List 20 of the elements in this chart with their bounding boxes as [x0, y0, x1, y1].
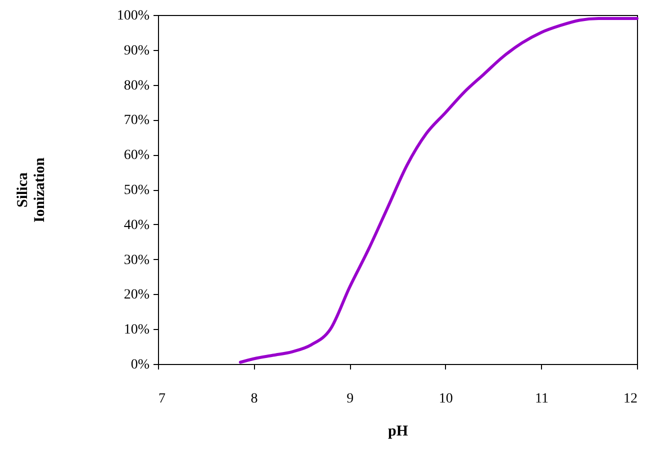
x-tick-label: 10	[438, 392, 453, 406]
x-axis-title: pH	[388, 424, 408, 440]
y-tick-label: 40%	[124, 218, 150, 233]
y-tick-label: 10%	[124, 322, 150, 338]
y-axis-title: Silica Ionization	[14, 156, 48, 223]
y-tick-label: 30%	[124, 252, 150, 268]
x-tick-label: 7	[158, 392, 166, 406]
x-tick-label: 11	[534, 392, 548, 406]
x-tick-label: 12	[624, 392, 638, 406]
y-tick-label: 60%	[124, 148, 150, 164]
x-tick-label: 9	[346, 392, 354, 406]
x-tick-label: 8	[250, 392, 258, 406]
y-tick-label: 0%	[130, 358, 150, 372]
y-tick-label: 20%	[124, 288, 150, 303]
line-series	[238, 16, 638, 364]
y-tick-label: 70%	[124, 113, 150, 128]
y-tick-label: 90%	[124, 43, 150, 58]
y-tick-label: 80%	[124, 78, 150, 94]
y-tick-label: 100%	[116, 8, 150, 24]
y-tick-label: 50%	[124, 183, 150, 198]
